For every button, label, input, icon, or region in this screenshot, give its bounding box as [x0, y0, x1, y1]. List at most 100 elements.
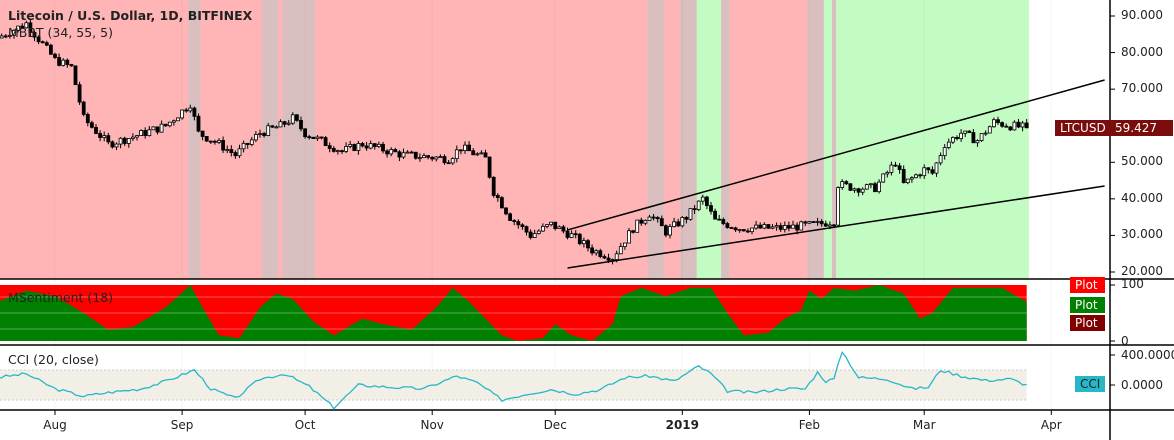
indicator-legend-sentiment[interactable]: MSentiment (18): [8, 290, 114, 305]
candle-up: [582, 240, 586, 245]
candle-down: [512, 220, 517, 222]
candle-up: [914, 174, 918, 179]
background-neutral-zone: [262, 0, 279, 279]
candle-up: [754, 224, 758, 229]
background-bullish-zone: [823, 0, 832, 279]
candle-up: [249, 139, 254, 145]
candle-down: [590, 247, 594, 254]
candle-up: [422, 155, 426, 159]
cci-axis-zero: 0.0000: [1121, 378, 1163, 392]
candle-up: [864, 184, 869, 190]
candle-up: [979, 133, 984, 141]
candle-up: [217, 140, 221, 143]
sentiment-bullish-area: [0, 285, 1027, 341]
candle-down: [729, 227, 734, 229]
background-bullish-zone: [836, 0, 1029, 279]
candle-down: [299, 119, 303, 130]
candle-up: [992, 119, 996, 128]
candle-up: [594, 250, 599, 254]
candle-down: [996, 119, 1000, 123]
candle-up: [454, 149, 459, 159]
candle-down: [651, 216, 656, 219]
time-tick-label: Nov: [420, 418, 444, 432]
plot-tag-red: Plot: [1070, 277, 1105, 293]
candle-down: [40, 41, 45, 44]
candle-down: [1000, 122, 1004, 127]
sentiment-axis-min: 0: [1121, 334, 1129, 348]
candle-up: [782, 225, 787, 230]
candle-down: [77, 84, 82, 103]
candle-down: [803, 221, 808, 224]
candle-down: [106, 135, 111, 143]
background-neutral-zone: [807, 0, 824, 279]
background-neutral-zone: [721, 0, 730, 279]
candle-down: [442, 156, 447, 164]
candle-down: [262, 133, 267, 136]
candle-up: [61, 59, 66, 66]
candle-up: [951, 137, 955, 143]
candle-up: [12, 29, 16, 36]
candle-down: [893, 164, 898, 167]
indicator-legend-mbbt[interactable]: MBBT (34, 55, 5): [8, 25, 113, 40]
candle-down: [381, 143, 385, 152]
candle-down: [307, 136, 312, 139]
candle-down: [446, 162, 451, 165]
time-tick-label: Apr: [1040, 418, 1062, 432]
price-tick-label: 20.000: [1121, 263, 1163, 278]
candle-up: [959, 132, 963, 140]
background-neutral-zone: [680, 0, 697, 279]
candle-up: [975, 140, 980, 144]
candle-up: [139, 130, 144, 136]
candle-down: [49, 44, 53, 55]
candle-down: [639, 219, 644, 224]
candle-up: [549, 221, 553, 226]
candle-down: [516, 221, 521, 226]
candle-down: [487, 156, 492, 178]
background-bullish-zone: [696, 0, 722, 279]
candle-down: [1004, 125, 1009, 128]
candle-down: [413, 151, 418, 159]
candle-up: [348, 144, 353, 147]
candle-up: [102, 135, 107, 138]
candle-up: [672, 221, 676, 227]
candle-down: [873, 183, 877, 193]
candle-up: [668, 226, 672, 236]
candle-down: [143, 130, 148, 136]
candle-down: [598, 250, 603, 257]
candle-down: [233, 152, 238, 157]
plot-tag-green: Plot: [1070, 297, 1105, 313]
candle-down: [721, 219, 726, 224]
candle-down: [303, 128, 308, 138]
chart-title: Litecoin / U.S. Dollar, 1D, BITFINEX: [8, 8, 253, 23]
candle-down: [811, 221, 816, 223]
candle-up: [938, 155, 943, 164]
cci-line: [0, 351, 1027, 410]
candle-down: [57, 57, 61, 66]
candle-down: [684, 217, 689, 220]
cci-tag: CCI: [1075, 376, 1106, 392]
candle-up: [401, 152, 406, 158]
candle-up: [852, 188, 857, 191]
candle-down: [664, 225, 668, 236]
candle-up: [180, 109, 185, 119]
candle-down: [352, 144, 357, 151]
candle-down: [733, 227, 738, 231]
candle-down: [204, 136, 209, 142]
candle-down: [930, 169, 935, 174]
candle-down: [110, 141, 115, 148]
candle-down: [184, 109, 189, 112]
candle-down: [221, 140, 226, 151]
candle-up: [922, 167, 927, 177]
candle-down: [955, 137, 959, 140]
cci-band: [0, 370, 1027, 400]
candle-down: [819, 221, 824, 225]
candle-down: [331, 148, 336, 152]
indicator-legend-cci[interactable]: CCI (20, close): [8, 352, 99, 367]
plot-tag-darkred: Plot: [1070, 315, 1105, 331]
candle-up: [479, 152, 484, 155]
candle-down: [458, 149, 463, 152]
candle-up: [24, 22, 29, 29]
candle-up: [627, 230, 631, 244]
candle-up: [225, 149, 230, 151]
